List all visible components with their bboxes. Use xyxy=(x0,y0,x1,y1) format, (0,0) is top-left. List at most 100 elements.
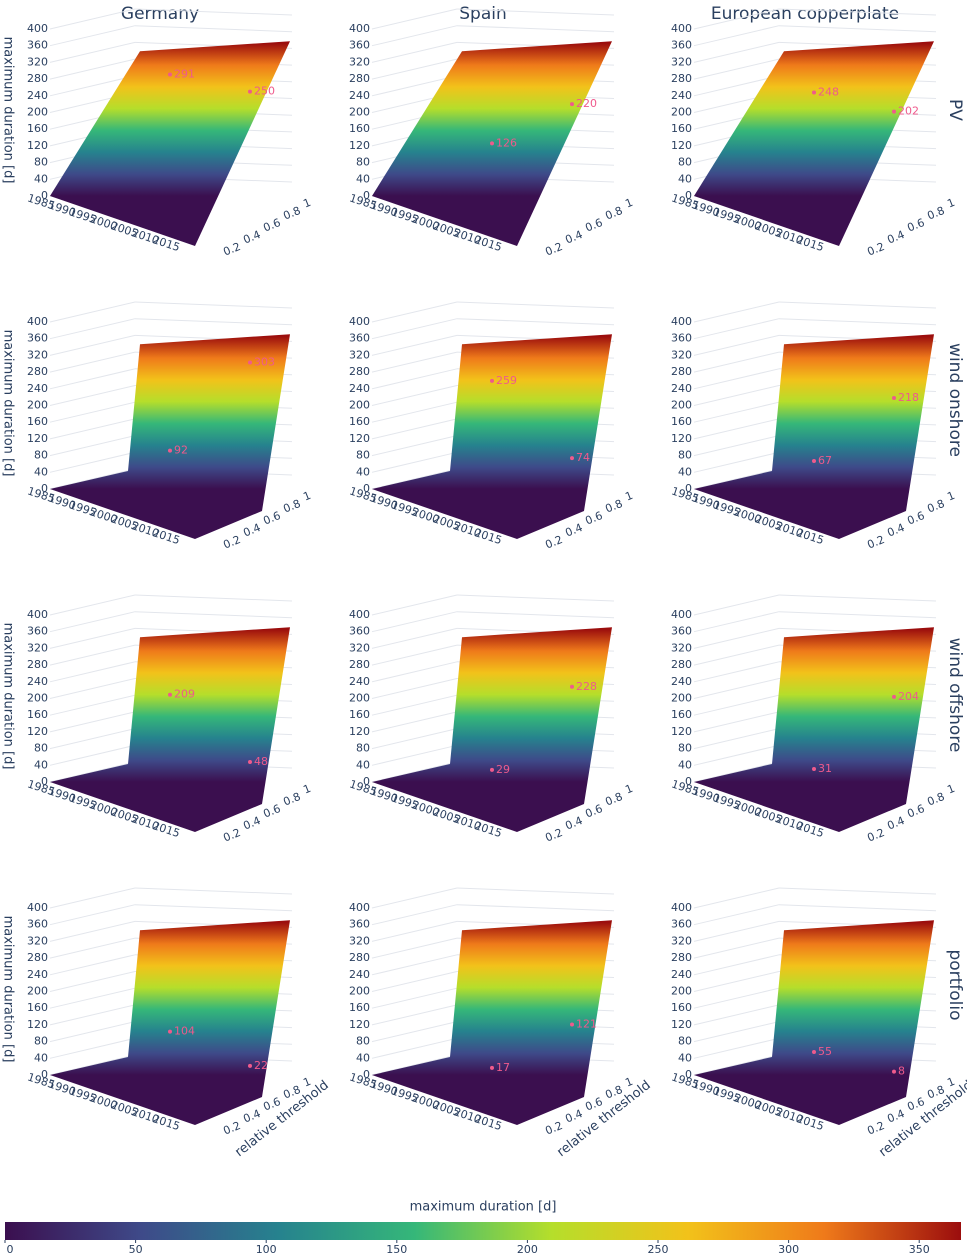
grid-line xyxy=(371,75,458,97)
grid-line xyxy=(371,728,458,750)
grid-line xyxy=(49,954,136,976)
y-tick-label: 0.8 xyxy=(603,204,624,223)
z-tick-label: 0 xyxy=(363,482,370,495)
grid-line xyxy=(49,8,136,30)
z-tick-label: 80 xyxy=(678,156,692,169)
z-tick-label: 240 xyxy=(27,89,48,102)
grid-line xyxy=(693,694,780,716)
row-title: wind offshore xyxy=(945,638,965,753)
annotation-label: 259 xyxy=(496,374,517,387)
grid-line xyxy=(693,971,780,992)
grid-line xyxy=(693,887,780,909)
grid-line xyxy=(134,887,293,895)
z-tick-label: 320 xyxy=(349,348,370,361)
y-tick-label: 0.8 xyxy=(925,204,946,223)
grid-line xyxy=(134,318,293,326)
annotation-point xyxy=(812,90,816,95)
grid-line xyxy=(49,678,136,699)
z-tick-label: 320 xyxy=(671,55,692,68)
annotation-point xyxy=(168,692,172,697)
grid-line xyxy=(49,451,136,473)
grid-line xyxy=(371,694,458,716)
annotation-label: 218 xyxy=(898,391,919,404)
z-tick-label: 160 xyxy=(27,122,48,135)
surface xyxy=(694,920,934,1125)
colorbar-tick-label: 200 xyxy=(517,1243,538,1256)
colorbar-tick-label: 150 xyxy=(386,1243,407,1256)
grid-line xyxy=(49,334,136,356)
annotation-point xyxy=(248,89,252,94)
grid-line xyxy=(371,627,458,649)
y-tick-label: 1 xyxy=(623,196,634,211)
z-tick-label: 80 xyxy=(34,742,48,755)
grid-line xyxy=(371,301,458,323)
grid-line xyxy=(371,451,458,473)
annotation-label: 104 xyxy=(174,1025,195,1038)
y-tick-label: 0.6 xyxy=(261,802,282,821)
grid-line xyxy=(693,761,780,783)
grid-line xyxy=(371,987,458,1009)
colorbar-tick-label: 250 xyxy=(648,1243,669,1256)
grid-line xyxy=(49,435,136,457)
grid-line xyxy=(778,301,937,309)
z-tick-label: 80 xyxy=(356,742,370,755)
annotation-label: 17 xyxy=(496,1061,510,1074)
grid-line xyxy=(778,8,937,16)
z-tick-label: 240 xyxy=(349,382,370,395)
grid-line xyxy=(693,318,780,340)
z-tick-label: 360 xyxy=(27,625,48,638)
grid-line xyxy=(371,418,458,440)
z-tick-label: 200 xyxy=(671,399,692,412)
grid-line xyxy=(693,451,780,473)
colorbar-tick-label: 50 xyxy=(129,1243,143,1256)
z-tick-label: 360 xyxy=(671,918,692,931)
grid-line xyxy=(693,351,780,373)
y-tick-label: 0.2 xyxy=(865,533,886,552)
grid-line xyxy=(49,761,136,783)
z-tick-label: 0 xyxy=(685,482,692,495)
z-tick-label: 0 xyxy=(685,189,692,202)
z-axis-title: maximum duration [d] xyxy=(1,330,16,477)
grid-line xyxy=(49,1037,136,1059)
grid-line xyxy=(693,744,780,766)
grid-line xyxy=(693,611,780,633)
grid-line xyxy=(49,318,136,340)
grid-line xyxy=(49,58,136,80)
z-tick-label: 0 xyxy=(41,482,48,495)
z-tick-label: 240 xyxy=(671,968,692,981)
annotation-label: 303 xyxy=(254,355,275,368)
y-tick-label: 0.6 xyxy=(261,216,282,235)
column-title: European copperplate xyxy=(711,4,899,24)
y-tick-label: 0.4 xyxy=(563,814,584,833)
z-tick-label: 400 xyxy=(349,901,370,914)
z-tick-label: 240 xyxy=(349,675,370,688)
y-tick-label: 0.6 xyxy=(583,1095,604,1114)
z-tick-label: 120 xyxy=(671,1018,692,1031)
annotation-label: 121 xyxy=(576,1017,597,1030)
z-tick-label: 200 xyxy=(349,985,370,998)
grid-line xyxy=(371,904,458,926)
y-tick-label: 1 xyxy=(945,1075,956,1090)
annotation-label: 250 xyxy=(254,85,275,98)
grid-line xyxy=(693,334,780,356)
z-tick-label: 280 xyxy=(349,365,370,378)
grid-line xyxy=(693,904,780,926)
z-tick-label: 80 xyxy=(678,742,692,755)
grid-line xyxy=(456,8,615,16)
grid-line xyxy=(693,58,780,80)
y-tick-label: 0.8 xyxy=(281,497,302,516)
row-title: PV xyxy=(945,99,965,121)
annotation-point xyxy=(812,459,816,464)
y-tick-label: 1 xyxy=(301,196,312,211)
z-tick-label: 200 xyxy=(671,692,692,705)
surface xyxy=(372,334,612,539)
grid-line xyxy=(371,41,458,63)
grid-line xyxy=(693,1021,780,1043)
surface xyxy=(50,920,290,1125)
y-tick-label: 0.4 xyxy=(885,521,906,540)
grid-line xyxy=(49,41,136,63)
y-tick-label: 0.6 xyxy=(905,509,926,528)
y-tick-label: 0.4 xyxy=(885,1107,906,1126)
z-tick-label: 280 xyxy=(349,658,370,671)
grid-line xyxy=(371,435,458,457)
